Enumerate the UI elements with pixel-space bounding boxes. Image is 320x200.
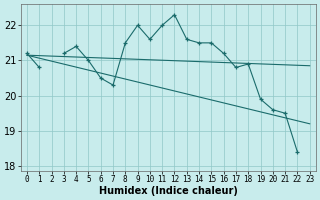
X-axis label: Humidex (Indice chaleur): Humidex (Indice chaleur) — [99, 186, 238, 196]
